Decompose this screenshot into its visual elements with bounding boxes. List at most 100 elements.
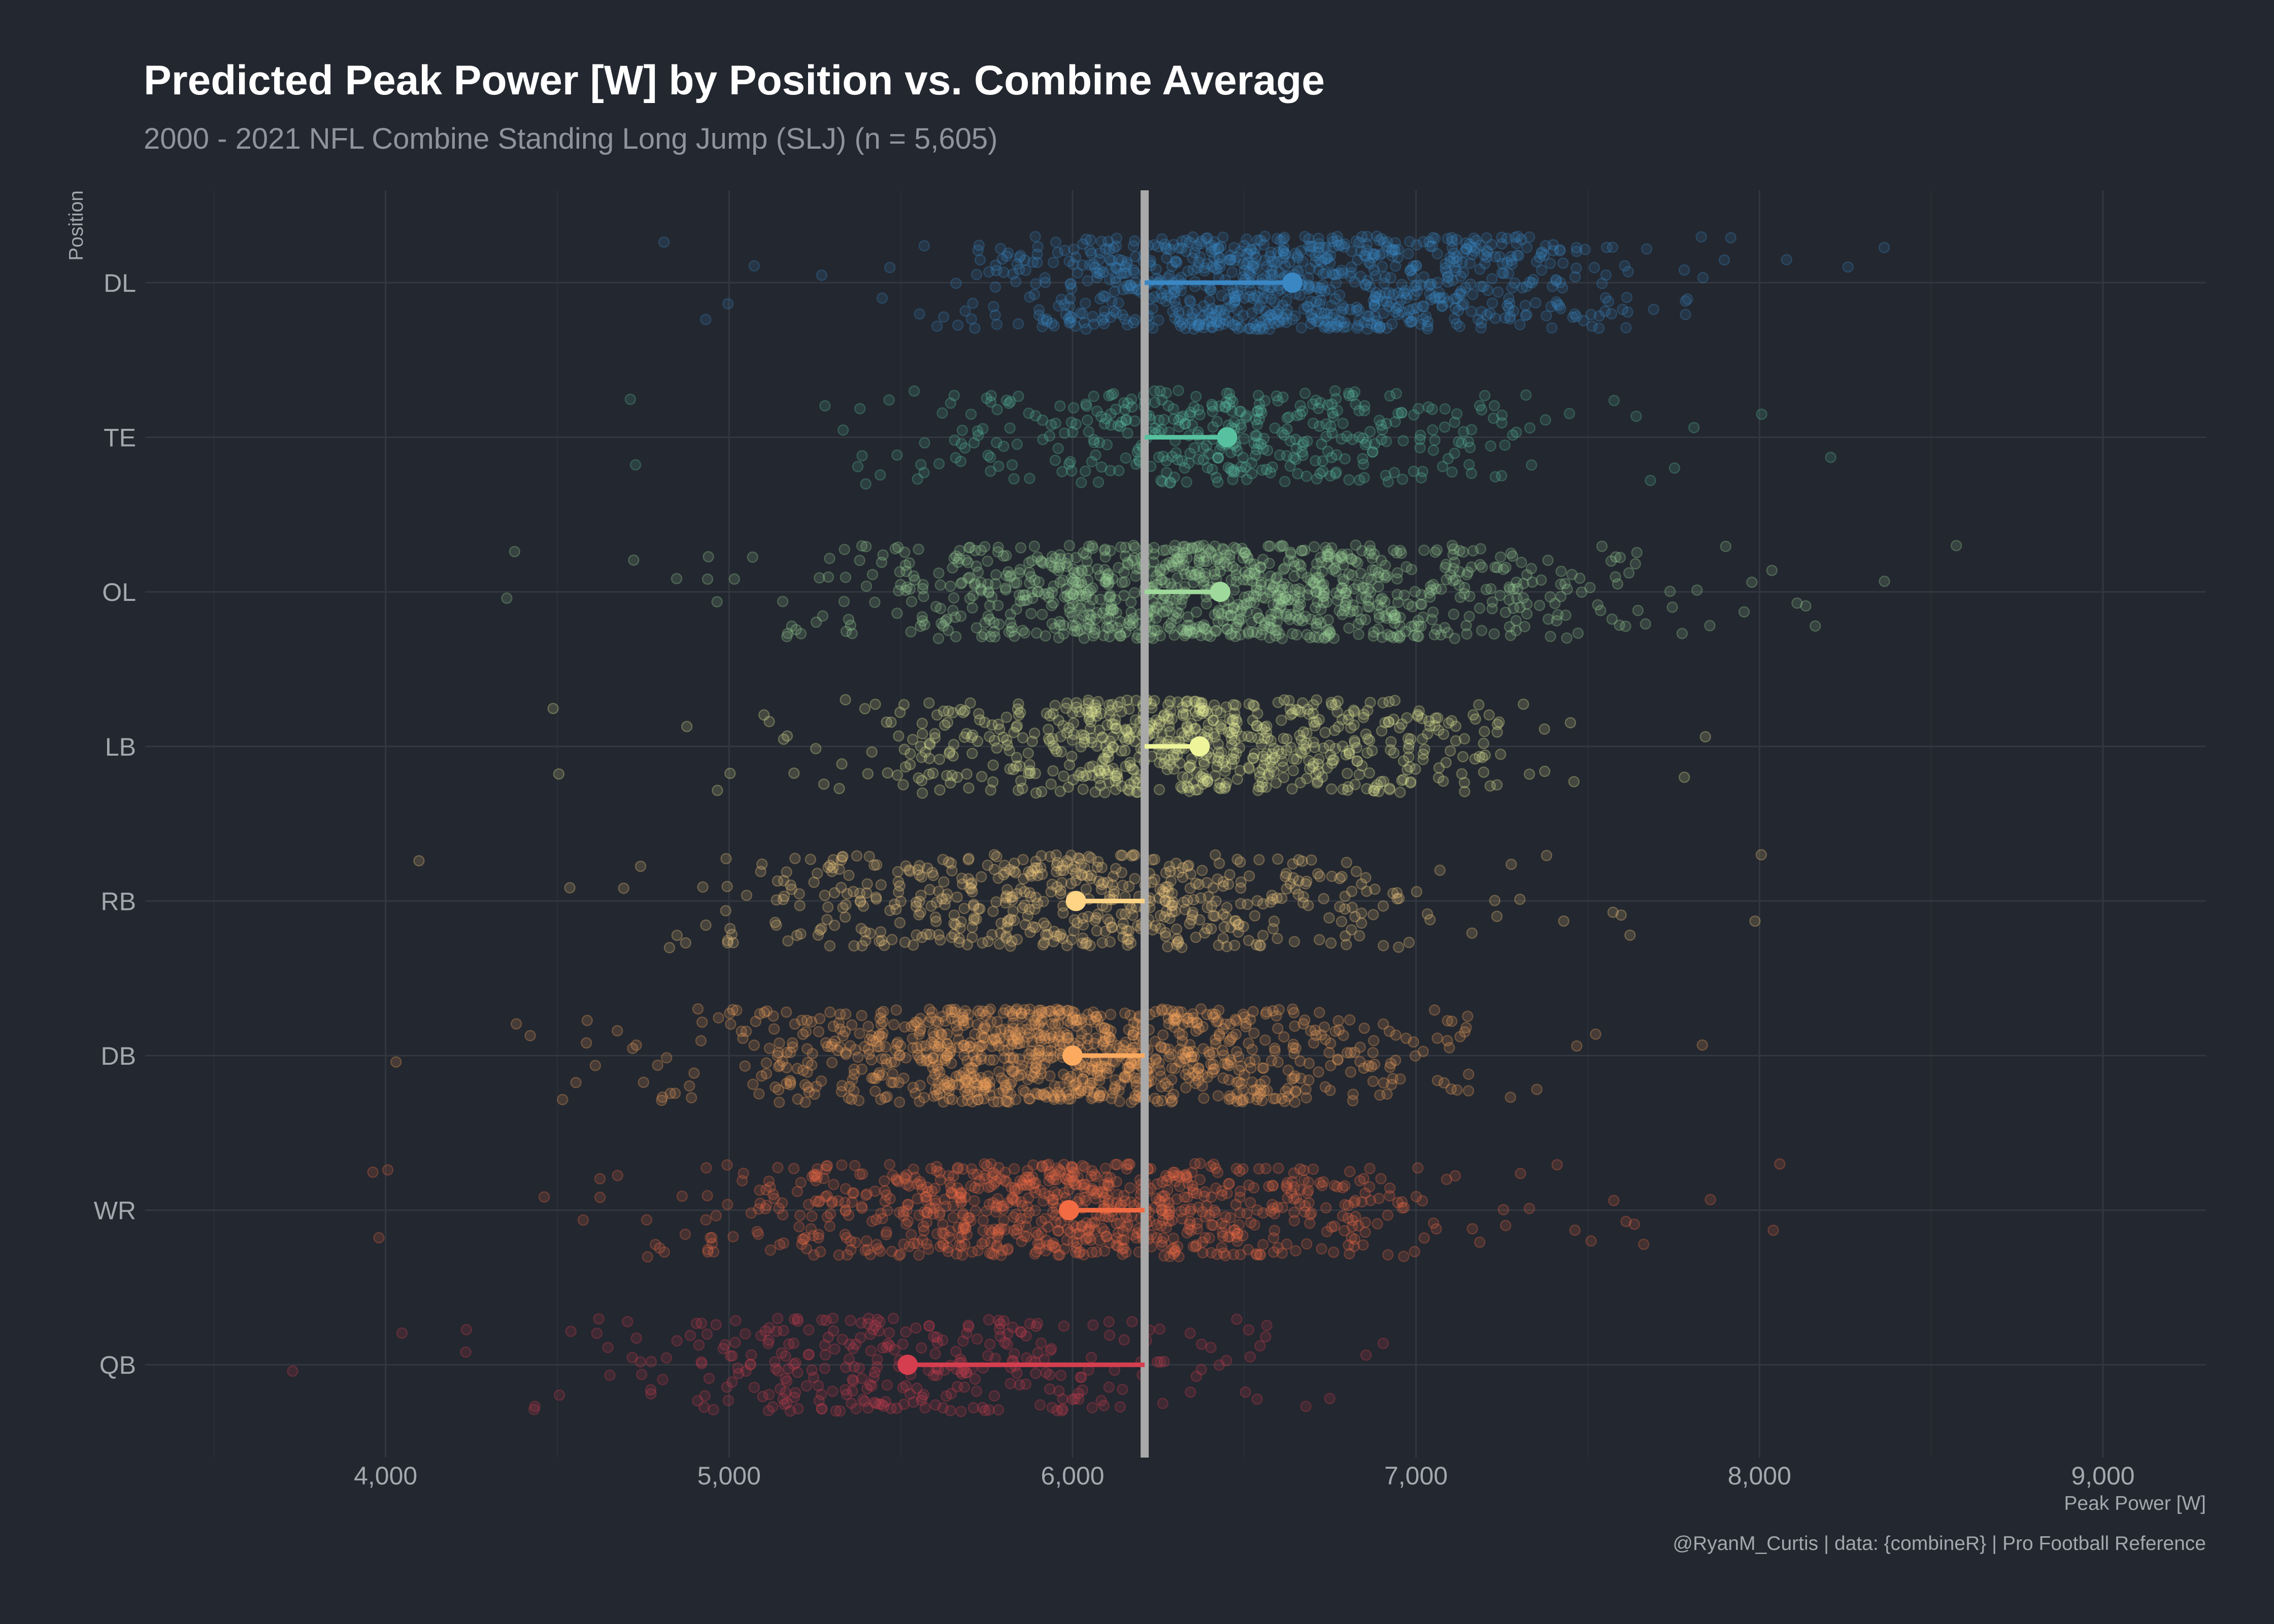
data-point bbox=[879, 1092, 891, 1103]
data-point bbox=[837, 424, 849, 436]
data-point bbox=[1289, 1096, 1301, 1108]
data-point bbox=[1389, 695, 1401, 706]
data-point bbox=[769, 917, 781, 928]
data-point bbox=[1561, 632, 1573, 644]
data-point bbox=[913, 1249, 925, 1261]
data-point bbox=[1595, 604, 1607, 617]
data-point bbox=[1328, 1246, 1340, 1258]
data-point bbox=[1033, 1019, 1045, 1031]
data-point bbox=[1664, 585, 1676, 597]
data-point bbox=[1259, 620, 1270, 631]
data-point bbox=[1095, 235, 1108, 247]
data-point bbox=[1053, 300, 1064, 312]
data-point bbox=[1196, 864, 1208, 876]
data-point bbox=[1024, 472, 1035, 484]
data-point bbox=[933, 1083, 945, 1095]
data-point bbox=[1225, 301, 1237, 313]
data-point bbox=[971, 622, 983, 634]
data-point bbox=[888, 1019, 900, 1031]
data-point bbox=[1168, 629, 1180, 641]
data-point bbox=[990, 264, 1002, 277]
data-point bbox=[938, 311, 950, 323]
data-point bbox=[860, 478, 872, 490]
data-point bbox=[1278, 732, 1289, 745]
data-point bbox=[1197, 772, 1209, 784]
data-point bbox=[1448, 293, 1460, 305]
data-point bbox=[1096, 937, 1108, 949]
data-point bbox=[1011, 577, 1023, 589]
data-point bbox=[1314, 467, 1326, 480]
data-point bbox=[725, 1018, 737, 1030]
data-point bbox=[966, 602, 978, 614]
data-point bbox=[1392, 408, 1404, 420]
data-point bbox=[876, 934, 888, 946]
data-point bbox=[833, 783, 845, 795]
data-point bbox=[1123, 703, 1135, 715]
data-point bbox=[1258, 254, 1270, 266]
data-point bbox=[1066, 751, 1078, 762]
data-point bbox=[1317, 279, 1328, 291]
data-point bbox=[1198, 756, 1210, 768]
data-point bbox=[1503, 267, 1515, 280]
data-point bbox=[1367, 908, 1379, 921]
data-point bbox=[933, 753, 946, 765]
data-point bbox=[1066, 863, 1078, 875]
data-point bbox=[1217, 231, 1229, 243]
data-point bbox=[1024, 1093, 1036, 1105]
data-point bbox=[1499, 439, 1511, 451]
data-point bbox=[1231, 773, 1244, 785]
data-point bbox=[1226, 728, 1239, 739]
data-point bbox=[914, 860, 925, 871]
data-point bbox=[1075, 477, 1087, 488]
data-point bbox=[1013, 263, 1025, 276]
data-point bbox=[1288, 1047, 1300, 1060]
data-point bbox=[1086, 736, 1098, 749]
data-point bbox=[727, 937, 739, 949]
data-point bbox=[824, 940, 836, 952]
data-point bbox=[1011, 438, 1023, 450]
data-point bbox=[1362, 583, 1374, 595]
data-point bbox=[1259, 1034, 1271, 1046]
data-point bbox=[1503, 292, 1515, 304]
data-point bbox=[1418, 1232, 1430, 1244]
data-point bbox=[1507, 550, 1519, 562]
data-point bbox=[948, 592, 960, 604]
data-point bbox=[1111, 1039, 1123, 1052]
data-point bbox=[1201, 1071, 1214, 1083]
data-point bbox=[1404, 316, 1416, 328]
data-point bbox=[1345, 1066, 1357, 1078]
data-point bbox=[1244, 291, 1255, 302]
data-point bbox=[1402, 598, 1414, 610]
data-point bbox=[1478, 249, 1490, 261]
data-point bbox=[1079, 297, 1091, 309]
data-point bbox=[950, 277, 962, 289]
data-point bbox=[907, 939, 919, 951]
data-point bbox=[722, 1199, 733, 1210]
data-point bbox=[944, 746, 956, 758]
data-point bbox=[1082, 414, 1093, 426]
data-point bbox=[1205, 284, 1217, 296]
data-point bbox=[1424, 591, 1436, 603]
data-point bbox=[1343, 387, 1355, 399]
data-point bbox=[972, 1019, 983, 1031]
data-point bbox=[930, 601, 942, 613]
data-point bbox=[1427, 424, 1439, 436]
data-point bbox=[1399, 285, 1411, 297]
data-point bbox=[1230, 621, 1242, 633]
data-point bbox=[1363, 767, 1376, 779]
data-point bbox=[1322, 545, 1333, 557]
data-point bbox=[1392, 309, 1404, 320]
data-point bbox=[1046, 618, 1058, 630]
data-point bbox=[1001, 1095, 1013, 1107]
data-point bbox=[1155, 1081, 1167, 1093]
data-point bbox=[1356, 907, 1367, 919]
data-point bbox=[1122, 283, 1134, 295]
data-point bbox=[1252, 291, 1264, 303]
data-point bbox=[1108, 242, 1120, 254]
data-point bbox=[1462, 1010, 1474, 1022]
data-point bbox=[1187, 231, 1199, 243]
data-point bbox=[1451, 233, 1462, 246]
data-point bbox=[1511, 249, 1523, 261]
data-point bbox=[819, 890, 831, 901]
data-point bbox=[1447, 574, 1459, 587]
